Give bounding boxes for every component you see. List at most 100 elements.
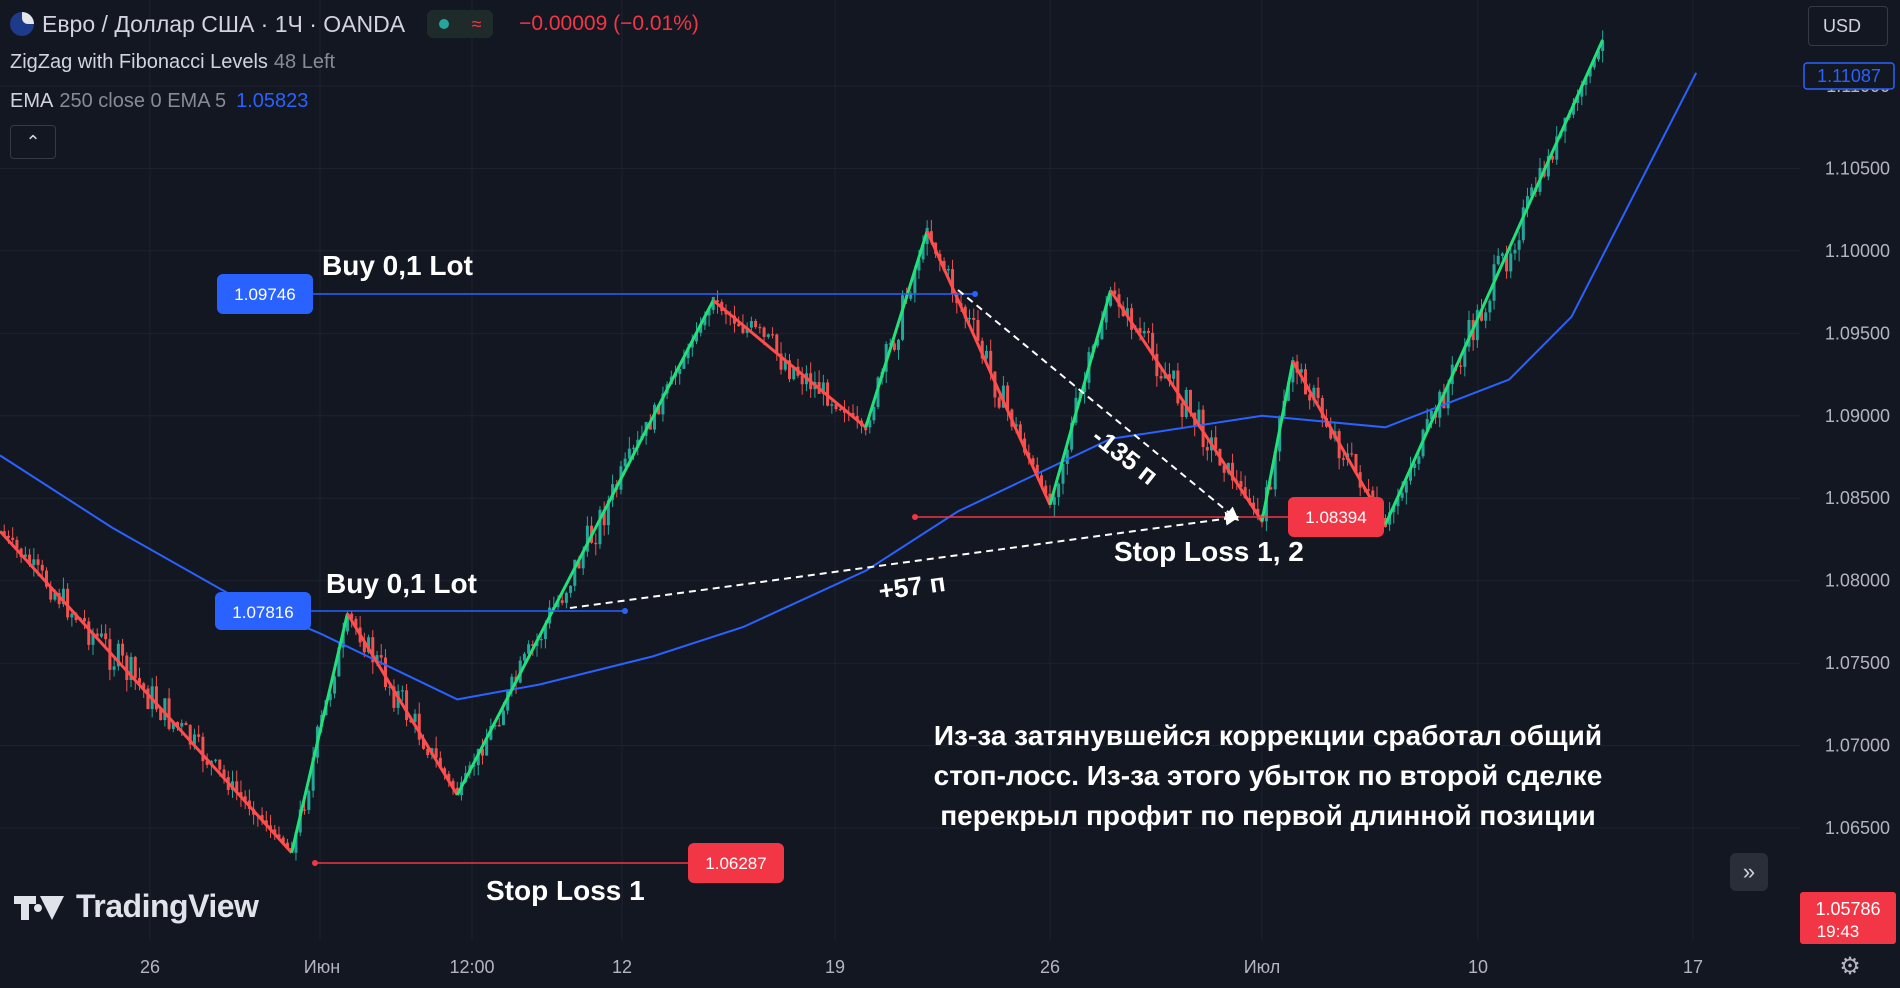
- candle-body: [892, 343, 896, 350]
- candle-body: [623, 458, 627, 467]
- candle-body: [443, 768, 447, 774]
- candle-body: [838, 408, 842, 411]
- candle-body: [1509, 253, 1513, 272]
- price-axis-label: 1.06500: [1825, 818, 1890, 838]
- candle-body: [367, 637, 371, 653]
- price-axis-label: 1.07000: [1825, 736, 1890, 756]
- tradingview-logo[interactable]: TradingView: [14, 888, 259, 925]
- sl1-price: 1.06287: [705, 854, 766, 873]
- candle-body: [1113, 290, 1117, 295]
- candle-body: [1446, 384, 1450, 409]
- price-change: −0.00009 (−0.01%): [519, 12, 699, 35]
- candle-body: [581, 551, 585, 569]
- price-axis-label: 1.09000: [1825, 406, 1890, 426]
- candle-body: [775, 334, 779, 354]
- candle-body: [137, 678, 141, 684]
- candle-body: [36, 559, 40, 565]
- candle-body: [350, 613, 354, 619]
- countdown-value: 19:43: [1817, 922, 1860, 941]
- candle-body: [66, 588, 70, 618]
- candle-body: [112, 666, 116, 670]
- candle-body: [686, 347, 690, 359]
- candle-body: [980, 340, 984, 359]
- candle-body: [1269, 487, 1273, 490]
- buy1-level-dot: [622, 608, 628, 614]
- candle-body: [594, 542, 598, 545]
- comment-line-2: стоп-лосс. Из-за этого убыток по второй …: [934, 760, 1603, 791]
- candle-body: [222, 769, 226, 778]
- candle-body: [585, 525, 589, 552]
- candle-body: [1018, 424, 1022, 439]
- candle-body: [337, 647, 341, 677]
- candle-body: [146, 688, 150, 709]
- candle-body: [1125, 308, 1129, 317]
- candle-body: [6, 535, 10, 538]
- candle-body: [447, 773, 451, 781]
- candle-body: [281, 837, 285, 843]
- candle-body: [328, 693, 332, 701]
- chart-settings-button[interactable]: ⚙: [1835, 951, 1865, 981]
- candle-body: [872, 406, 876, 421]
- candle-body: [632, 447, 636, 449]
- candle-body: [851, 413, 855, 416]
- candle-body: [783, 360, 787, 370]
- candle-body: [104, 633, 108, 640]
- candle-body: [864, 425, 868, 431]
- candle-body: [834, 404, 838, 409]
- buy2-label: Buy 0,1 Lot: [322, 250, 473, 281]
- candle-body: [560, 600, 564, 603]
- candle-body: [434, 748, 438, 758]
- price-axis[interactable]: 1.110001.105001.100001.095001.090001.085…: [1825, 76, 1890, 838]
- candle-body: [1061, 463, 1065, 484]
- candle-body: [1404, 480, 1408, 493]
- candle-body: [451, 780, 455, 788]
- scroll-to-realtime-button[interactable]: »: [1730, 853, 1768, 891]
- buy1-price: 1.07816: [232, 603, 293, 622]
- candle-body: [1201, 409, 1205, 448]
- candle-body: [997, 397, 1001, 408]
- candle-body: [1488, 300, 1492, 313]
- eurusd-flag-icon: [10, 12, 34, 36]
- candle-body: [678, 368, 682, 374]
- market-status-pill[interactable]: ≈: [427, 10, 494, 38]
- candle-body: [1425, 419, 1429, 430]
- zigzag-down-leg: [712, 299, 867, 429]
- candle-body: [657, 404, 661, 415]
- candle-body: [1117, 294, 1121, 307]
- candle-body: [379, 655, 383, 658]
- candle-body: [176, 722, 180, 727]
- candle-body: [1442, 391, 1446, 409]
- indicator-ema-legend[interactable]: EMA 250 close 0 EMA 5 1.05823: [10, 90, 308, 113]
- ema-price-value: 1.11087: [1817, 66, 1881, 86]
- candle-body: [1006, 385, 1010, 410]
- time-axis-label: 26: [1040, 957, 1060, 977]
- currency-select[interactable]: USD: [1808, 6, 1888, 46]
- candle-body: [1517, 240, 1521, 250]
- candle-body: [1475, 309, 1479, 341]
- candle-body: [1104, 305, 1108, 323]
- last-price-value: 1.05786: [1815, 899, 1880, 919]
- candle-body: [49, 586, 53, 600]
- buy1-price-tag: 1.07816: [215, 592, 311, 630]
- profit-arrow: [569, 511, 1240, 609]
- candle-body: [192, 734, 196, 745]
- candle-body: [15, 539, 19, 549]
- candle-body: [690, 341, 694, 348]
- symbol-title[interactable]: Евро / Доллар США · 1Ч · OANDA: [42, 10, 406, 37]
- time-axis[interactable]: 26 Июн 12:00 12 19 26 Июл 10 17: [140, 957, 1703, 977]
- candle-body: [1513, 249, 1517, 254]
- collapse-legend-button[interactable]: ⌃: [10, 125, 56, 159]
- candle-body: [913, 270, 917, 293]
- candle-body: [1100, 322, 1104, 340]
- time-axis-label: 26: [140, 957, 160, 977]
- indicator-params: 48 Left: [273, 51, 336, 73]
- indicator-zigzag-legend[interactable]: ZigZag with Fibonacci Levels 48 Left: [10, 51, 335, 74]
- zigzag-down-leg: [0, 530, 293, 854]
- candle-body: [754, 320, 758, 328]
- candle-body: [1214, 437, 1218, 449]
- candle-body: [1070, 422, 1074, 450]
- candle-body: [1252, 502, 1256, 509]
- candle-body: [1040, 475, 1044, 486]
- candle-body: [1505, 253, 1509, 272]
